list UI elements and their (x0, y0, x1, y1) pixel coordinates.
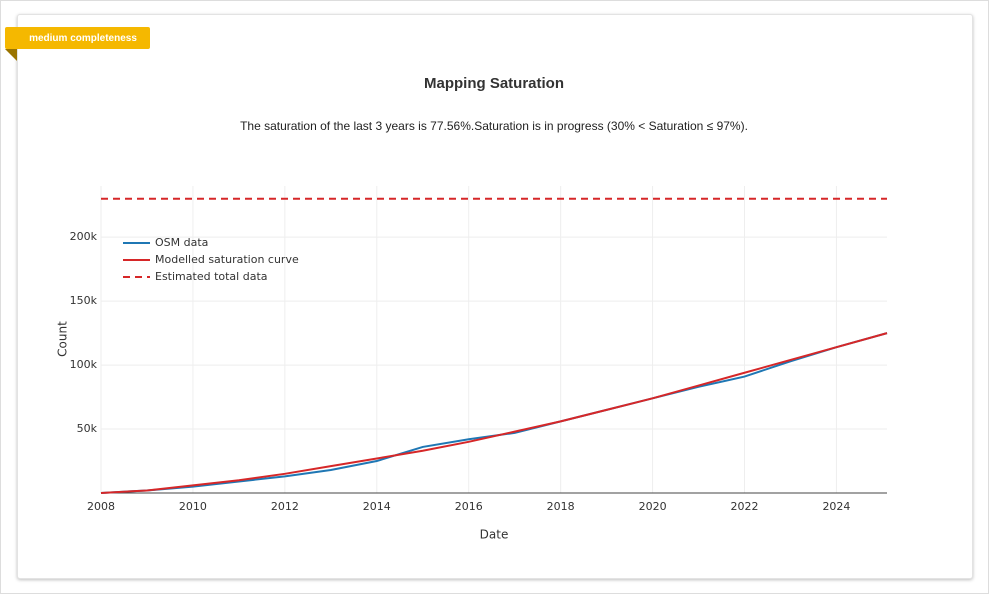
x-tick-label: 2014 (363, 500, 391, 513)
series-line (100, 332, 888, 494)
y-tick-label: 150k (70, 294, 98, 307)
x-tick-label: 2008 (87, 500, 115, 513)
x-tick-label: 2020 (639, 500, 667, 513)
chart-title: Mapping Saturation (424, 75, 564, 92)
x-tick-label: 2022 (731, 500, 759, 513)
badge (5, 27, 150, 49)
y-axis-label: Count (56, 321, 70, 357)
badge-text: medium completeness (29, 33, 137, 44)
series-line (100, 332, 888, 494)
x-tick-label: 2018 (547, 500, 575, 513)
y-tick-label: 100k (70, 358, 98, 371)
card (17, 14, 973, 579)
x-tick-label: 2012 (271, 500, 299, 513)
legend-label: Estimated total data (155, 270, 268, 283)
x-tick-label: 2010 (179, 500, 207, 513)
chart-subtitle: The saturation of the last 3 years is 77… (240, 119, 748, 133)
badge-fold (5, 49, 17, 61)
x-tick-label: 2016 (455, 500, 483, 513)
legend-label: OSM data (155, 236, 208, 249)
x-tick-label: 2024 (822, 500, 850, 513)
y-tick-label: 50k (77, 422, 98, 435)
y-tick-label: 200k (70, 230, 98, 243)
legend-label: Modelled saturation curve (155, 253, 299, 266)
x-axis-label: Date (480, 528, 509, 542)
